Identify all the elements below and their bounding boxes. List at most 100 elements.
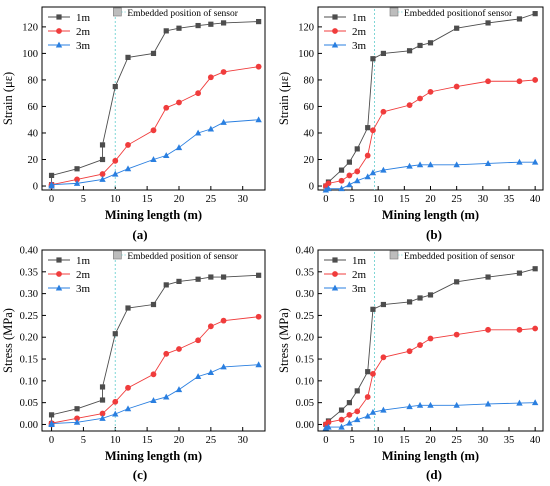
y-tick-label: 80: [28, 75, 39, 86]
legend-label: 2m: [352, 26, 367, 38]
sensor-marker-icon: [389, 250, 399, 260]
x-tick-label: 25: [451, 194, 462, 205]
data-point: [370, 306, 376, 312]
x-tick-label: 10: [373, 194, 384, 205]
series-1m: [48, 272, 262, 427]
data-point: [406, 162, 413, 169]
data-point: [208, 21, 214, 27]
data-point: [74, 415, 80, 422]
data-point: [255, 313, 262, 320]
y-tick-label: 0.40: [296, 246, 314, 257]
data-point: [194, 129, 202, 136]
series-line: [51, 66, 259, 187]
data-point: [112, 331, 118, 337]
panel-label: (b): [426, 227, 442, 242]
legend-label: 3m: [76, 283, 91, 295]
data-point: [370, 127, 376, 134]
legend-label: 1m: [352, 12, 367, 24]
series-2m: [48, 63, 262, 189]
data-point: [427, 292, 434, 298]
x-tick-label: 30: [478, 435, 489, 446]
panel-a: 0 5 10 15 20 25 30 0 20 40 60 80 100 120 Mining length…: [1, 6, 266, 242]
x-axis-title: Mining length (m): [382, 208, 479, 222]
data-point: [220, 20, 227, 26]
data-point: [364, 173, 371, 180]
data-point: [484, 400, 492, 407]
y-tick-label: 0.20: [296, 333, 314, 344]
y-tick-label: 120: [22, 22, 38, 33]
panel-label: (c): [133, 467, 147, 482]
data-point: [338, 185, 345, 192]
series-3m: [48, 116, 262, 189]
y-tick-label: 0.05: [20, 398, 38, 409]
x-axis-title: Mining length (m): [105, 208, 202, 222]
data-point: [516, 326, 523, 333]
data-point: [427, 335, 434, 342]
legend: 1m 2m 3m: [48, 255, 91, 295]
data-point: [516, 399, 523, 406]
data-point: [176, 25, 182, 31]
x-tick-label: 5: [81, 435, 86, 446]
data-point: [208, 274, 214, 280]
y-tick-label: 0.00: [20, 420, 38, 431]
y-tick-label: 0.35: [20, 267, 38, 278]
y-axis-title: Stress (MPa): [1, 308, 15, 373]
data-point: [354, 168, 361, 175]
data-point: [417, 295, 423, 301]
legend-label: 3m: [352, 40, 367, 52]
legend-marker: [332, 271, 338, 277]
y-tick-label: 120: [298, 22, 314, 33]
series-2m: [48, 313, 262, 428]
data-point: [346, 181, 353, 188]
data-point: [485, 20, 491, 26]
data-point: [163, 28, 169, 34]
x-tick-label: 5: [349, 435, 354, 446]
y-tick-label: 20: [28, 155, 39, 166]
sensor-annotation: Embedded position of sensor: [127, 8, 238, 19]
x-tick-label: 5: [81, 194, 86, 205]
y-tick-label: 40: [28, 128, 39, 139]
data-point: [338, 177, 345, 184]
x-tick-label: 0: [323, 435, 328, 446]
data-point: [365, 369, 371, 375]
series-2m: [322, 77, 539, 189]
data-point: [454, 279, 460, 285]
data-point: [99, 156, 106, 163]
data-point: [150, 127, 157, 134]
data-point: [255, 116, 262, 123]
x-tick-label: 40: [530, 194, 541, 205]
data-point: [175, 386, 183, 393]
data-point: [163, 350, 170, 357]
y-tick-label: 0.10: [296, 376, 314, 387]
y-tick-label: 60: [28, 102, 39, 113]
data-point: [163, 393, 170, 400]
panel-b: 0 5 10 15 20 25 30 35 40 0 20 40 60 80 100 120 Mining le…: [277, 6, 544, 242]
x-tick-label: 30: [237, 435, 248, 446]
data-point: [163, 104, 170, 111]
y-tick-label: 0.35: [296, 267, 314, 278]
data-point: [150, 371, 157, 378]
y-tick-label: 0: [309, 182, 314, 193]
data-point: [125, 305, 131, 311]
panel-label: (a): [132, 227, 147, 242]
y-axis-title: Strain (με): [277, 72, 291, 125]
data-point: [112, 170, 119, 177]
data-point: [220, 274, 227, 280]
data-point: [417, 42, 423, 49]
data-point: [485, 274, 491, 280]
data-point: [406, 299, 413, 305]
legend-marker: [55, 284, 63, 291]
legend-marker: [56, 14, 62, 20]
y-tick-label: 0.40: [20, 246, 38, 257]
data-point: [220, 69, 227, 75]
data-point: [532, 11, 538, 17]
legend: 1m 2m 3m: [48, 12, 91, 52]
data-point: [417, 342, 423, 348]
series-1m: [48, 18, 262, 188]
sensor-marker-icon: [389, 7, 399, 17]
x-tick-label: 25: [206, 194, 217, 205]
y-tick-label: 0.15: [20, 355, 38, 366]
x-tick-label: 20: [174, 194, 185, 205]
data-point: [99, 384, 106, 390]
